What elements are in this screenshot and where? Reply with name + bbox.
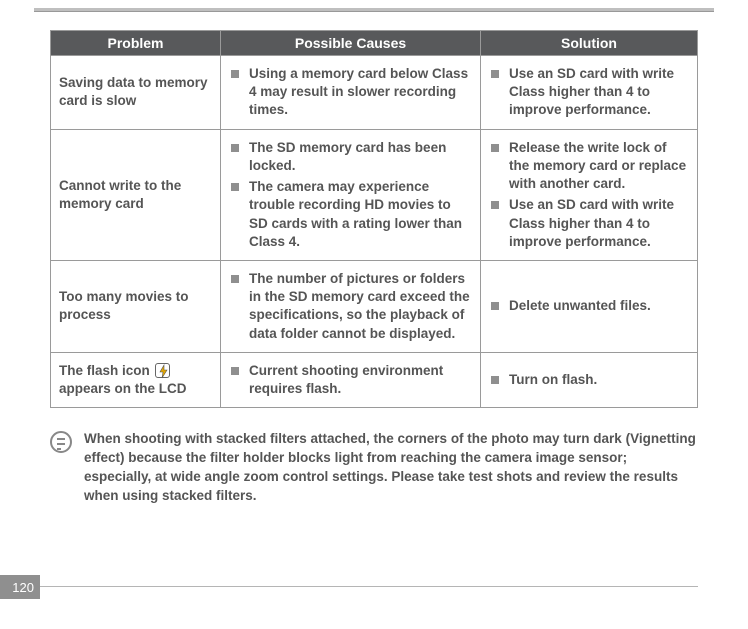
note-text: When shooting with stacked filters attac… [84, 430, 698, 506]
list-item: The SD memory card has been locked. [229, 139, 472, 175]
problem-cell: Too many movies to process [51, 260, 221, 352]
col-solution: Solution [481, 31, 698, 56]
col-problem: Problem [51, 31, 221, 56]
list-item: Use an SD card with write Class higher t… [489, 196, 689, 251]
table-row: Too many movies to process The number of… [51, 260, 698, 352]
list-item: Current shooting environment requires fl… [229, 362, 472, 398]
cause-cell: Using a memory card below Class 4 may re… [221, 56, 481, 130]
top-rule [34, 8, 714, 12]
flash-icon [155, 363, 170, 378]
list-item: Use an SD card with write Class higher t… [489, 65, 689, 120]
table-row: The flash icon appears on the LCD Curren… [51, 352, 698, 407]
cause-cell: The SD memory card has been locked. The … [221, 129, 481, 260]
table-row: Saving data to memory card is slow Using… [51, 56, 698, 130]
cause-cell: Current shooting environment requires fl… [221, 352, 481, 407]
note-icon [50, 431, 72, 453]
list-item: Delete unwanted files. [489, 297, 689, 315]
solution-cell: Release the write lock of the memory car… [481, 129, 698, 260]
solution-cell: Use an SD card with write Class higher t… [481, 56, 698, 130]
problem-cell: The flash icon appears on the LCD [51, 352, 221, 407]
solution-cell: Turn on flash. [481, 352, 698, 407]
problem-cell: Cannot write to the memory card [51, 129, 221, 260]
problem-text-prefix: The flash icon [59, 363, 154, 378]
table-row: Cannot write to the memory card The SD m… [51, 129, 698, 260]
note-block: When shooting with stacked filters attac… [50, 430, 698, 506]
problem-text-suffix: appears on the LCD [59, 381, 187, 396]
list-item: The camera may experience trouble record… [229, 178, 472, 251]
cause-cell: The number of pictures or folders in the… [221, 260, 481, 352]
troubleshoot-table: Problem Possible Causes Solution Saving … [50, 30, 698, 408]
list-item: The number of pictures or folders in the… [229, 270, 472, 343]
list-item: Release the write lock of the memory car… [489, 139, 689, 194]
problem-cell: Saving data to memory card is slow [51, 56, 221, 130]
page-content: Problem Possible Causes Solution Saving … [50, 30, 698, 506]
list-item: Turn on flash. [489, 371, 689, 389]
col-causes: Possible Causes [221, 31, 481, 56]
list-item: Using a memory card below Class 4 may re… [229, 65, 472, 120]
page-number: 120 [0, 575, 40, 599]
solution-cell: Delete unwanted files. [481, 260, 698, 352]
page-rule [40, 586, 698, 587]
